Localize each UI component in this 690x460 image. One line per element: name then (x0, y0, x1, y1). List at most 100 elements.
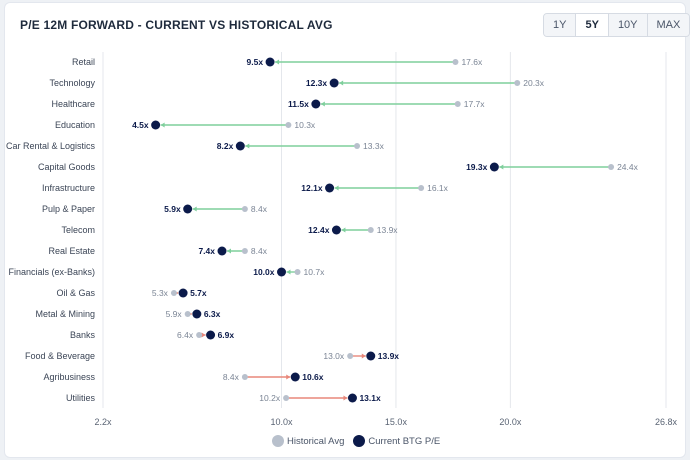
historical-value-label: 10.3x (294, 120, 316, 130)
legend-item-historical[interactable]: Historical Avg (272, 435, 344, 447)
historical-point (283, 395, 290, 401)
current-value-label: 8.2x (217, 141, 234, 151)
legend-swatch-historical (272, 435, 284, 447)
connector-arrow (227, 248, 232, 254)
historical-point (241, 206, 248, 212)
historical-value-label: 6.4x (177, 330, 194, 340)
historical-value-label: 5.3x (152, 288, 169, 298)
category-label: Food & Beverage (25, 351, 95, 361)
category-label: Pulp & Paper (42, 204, 95, 214)
historical-value-label: 10.2x (259, 393, 281, 403)
historical-point (608, 164, 615, 170)
current-point (192, 309, 202, 319)
current-value-label: 4.5x (132, 120, 149, 130)
current-point (235, 141, 245, 151)
historical-value-label: 20.3x (523, 78, 545, 88)
historical-point (241, 374, 248, 380)
category-label: Technology (49, 78, 95, 88)
historical-value-label: 16.1x (427, 183, 449, 193)
category-label: Infrastructure (42, 183, 95, 193)
connector-arrow (343, 395, 348, 401)
range-10y-button[interactable]: 10Y (608, 14, 648, 36)
current-value-label: 6.9x (218, 330, 235, 340)
connector-arrow (192, 206, 197, 212)
legend-swatch-current (353, 435, 366, 447)
current-point (151, 120, 161, 130)
historical-value-label: 24.4x (617, 162, 639, 172)
range-5y-button[interactable]: 5Y (576, 14, 609, 36)
x-tick-label: 10.0x (270, 417, 293, 427)
current-point (290, 372, 300, 382)
current-value-label: 5.9x (164, 204, 181, 214)
connector-arrow (334, 185, 339, 191)
category-label: Financials (ex-Banks) (8, 267, 95, 277)
historical-point (196, 332, 203, 338)
connector-arrow (245, 143, 250, 149)
category-label: Car Rental & Logistics (6, 141, 96, 151)
category-label: Capital Goods (38, 162, 96, 172)
current-value-label: 10.0x (253, 267, 275, 277)
current-point (329, 78, 339, 88)
x-tick-label: 2.2x (94, 417, 112, 427)
connector-arrow (341, 227, 346, 233)
legend-item-current[interactable]: Current BTG P/E (353, 435, 440, 447)
historical-value-label: 8.4x (223, 372, 240, 382)
category-label: Utilities (66, 393, 96, 403)
current-point (347, 393, 357, 403)
historical-value-label: 17.7x (464, 99, 486, 109)
historical-point (170, 290, 177, 296)
historical-value-label: 5.9x (166, 309, 183, 319)
connector-arrow (286, 269, 291, 275)
current-point (277, 267, 287, 277)
legend-label-current: Current BTG P/E (368, 435, 441, 447)
current-point (331, 225, 341, 235)
legend: Historical Avg Current BTG P/E (272, 435, 449, 447)
category-label: Education (55, 120, 95, 130)
x-tick-label: 26.8x (655, 417, 678, 427)
range-max-button[interactable]: MAX (647, 14, 690, 36)
category-label: Metal & Mining (35, 309, 95, 319)
current-point (311, 99, 321, 109)
current-value-label: 13.9x (378, 351, 400, 361)
historical-point (285, 122, 292, 128)
connector-arrow (339, 80, 344, 86)
category-label: Healthcare (51, 99, 95, 109)
chart-card: P/E 12M FORWARD - CURRENT VS HISTORICAL … (4, 2, 690, 458)
legend-label-historical: Historical Avg (287, 435, 345, 447)
current-value-label: 6.3x (204, 309, 221, 319)
category-label: Banks (70, 330, 96, 340)
current-point (217, 246, 227, 256)
current-point (265, 57, 275, 67)
range-1y-button[interactable]: 1Y (544, 14, 577, 36)
connector-arrow (286, 374, 291, 380)
current-point (489, 162, 499, 172)
historical-point (452, 59, 459, 65)
historical-point (347, 353, 354, 359)
category-label: Retail (72, 57, 95, 67)
historical-value-label: 10.7x (304, 267, 326, 277)
current-value-label: 12.1x (301, 183, 323, 193)
x-tick-label: 15.0x (385, 417, 408, 427)
chart-title: P/E 12M FORWARD - CURRENT VS HISTORICAL … (20, 18, 333, 32)
historical-point (354, 143, 361, 149)
category-label: Real Estate (48, 246, 95, 256)
historical-point (418, 185, 425, 191)
historical-value-label: 13.0x (323, 351, 345, 361)
range-selector: 1Y 5Y 10Y MAX (543, 13, 690, 37)
current-point (325, 183, 335, 193)
current-point (366, 351, 376, 361)
connector-arrow (160, 122, 165, 128)
current-point (178, 288, 188, 298)
category-label: Agribusiness (43, 372, 95, 382)
current-value-label: 9.5x (247, 57, 264, 67)
connector-arrow (499, 164, 504, 170)
connector-arrow (201, 332, 206, 338)
current-value-label: 10.6x (302, 372, 324, 382)
connector-arrow (275, 59, 280, 65)
current-value-label: 7.4x (198, 246, 215, 256)
historical-value-label: 8.4x (251, 204, 268, 214)
current-value-label: 12.3x (306, 78, 328, 88)
connector-arrow (320, 101, 325, 107)
category-label: Oil & Gas (56, 288, 95, 298)
historical-value-label: 8.4x (251, 246, 268, 256)
